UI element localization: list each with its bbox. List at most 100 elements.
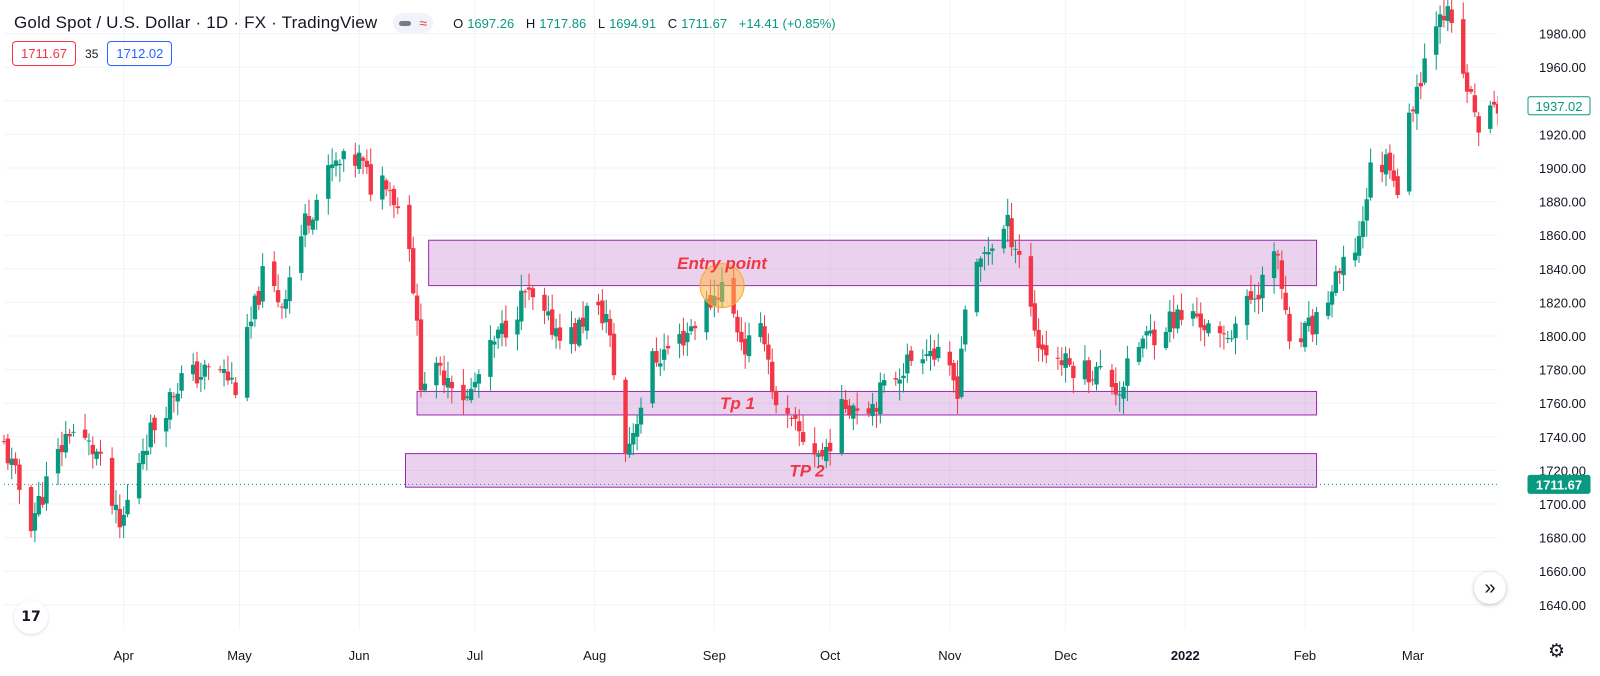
candle-body [1418, 83, 1423, 87]
candle-body [766, 344, 771, 360]
tradingview-logo-icon[interactable]: 17 [14, 600, 48, 634]
candle-body [353, 154, 358, 166]
candle-body [90, 444, 95, 455]
candle-body [82, 429, 88, 438]
candle-body [1434, 26, 1439, 55]
candle-body [658, 363, 663, 367]
candle-body [283, 299, 289, 309]
candle-body [638, 407, 644, 425]
candle-body [681, 330, 686, 346]
candle-body [314, 199, 319, 221]
candle-body [368, 164, 373, 195]
candle-body [63, 433, 68, 453]
candle-body [851, 405, 856, 419]
candle-body [746, 335, 752, 357]
candle-body [1017, 250, 1022, 255]
candle-body [492, 341, 497, 345]
candle-body [947, 351, 953, 366]
candle-body [959, 348, 964, 397]
candle-body [692, 325, 698, 329]
candle-body [1283, 292, 1288, 311]
price-tick-label: 1960.00 [1539, 60, 1586, 75]
candle-body [1, 441, 7, 443]
minus-icon [399, 20, 412, 26]
entry-point-marker [699, 263, 745, 309]
price-tick-label: 1780.00 [1539, 363, 1586, 378]
candle-body [1148, 330, 1153, 334]
candle-body [1217, 326, 1223, 334]
time-tick-label: Jul [467, 648, 484, 663]
candle-body [1314, 312, 1319, 335]
candle-body [1090, 379, 1095, 381]
candle-body [28, 487, 34, 532]
candle-body [820, 449, 825, 457]
zone-label: Tp 1 [720, 394, 755, 413]
candle-body [631, 433, 636, 445]
candle-body [1329, 291, 1335, 305]
candle-body [337, 163, 343, 166]
candle-body [1464, 72, 1470, 92]
candle-body [148, 422, 153, 448]
candle-body [1113, 383, 1119, 395]
candle-body [449, 381, 455, 389]
candle-body [1341, 256, 1346, 276]
double-chevron-right-icon[interactable]: » [1474, 572, 1506, 604]
candle-body [1005, 214, 1010, 227]
candle-body [32, 513, 38, 531]
candle-body [600, 300, 605, 324]
candle-body [341, 151, 346, 160]
symbol-title[interactable]: Gold Spot / U.S. Dollar · 1D · FX · Trad… [14, 13, 378, 32]
candle-body [198, 377, 204, 380]
sell-button[interactable]: 1711.67 [12, 41, 77, 66]
candle-body [824, 446, 829, 462]
price-tick-label: 1660.00 [1539, 564, 1586, 579]
candle-body [739, 331, 744, 343]
candle-body [59, 445, 65, 453]
candle-body [1476, 116, 1481, 133]
candle-body [152, 417, 157, 431]
candle-body [1233, 323, 1238, 339]
candle-body [607, 318, 613, 336]
price-tag-label: 1711.67 [1536, 477, 1582, 492]
candle-body [1086, 360, 1091, 383]
candle-body [897, 379, 902, 384]
candle-body [573, 322, 578, 344]
candle-body [1175, 309, 1180, 329]
candle-body [580, 317, 586, 327]
wave-icon: ≈ [419, 15, 428, 31]
candle-body [233, 382, 238, 396]
time-tick-label: 2022 [1171, 648, 1200, 663]
candle-body [990, 248, 995, 251]
candle-body [136, 463, 142, 499]
candle-body [1071, 365, 1076, 379]
candle-body [1298, 338, 1304, 343]
candle-body [735, 316, 740, 333]
candle-body [557, 327, 563, 341]
candle-body [1407, 112, 1412, 192]
candle-body [190, 364, 196, 375]
price-tick-label: 1640.00 [1539, 598, 1586, 613]
candle-body [36, 496, 41, 515]
candle-body [140, 450, 146, 465]
candle-body [1391, 170, 1396, 181]
candle-body [194, 361, 200, 384]
gear-icon[interactable]: ⚙ [1548, 641, 1566, 662]
candle-body [202, 364, 207, 377]
candle-body [252, 295, 258, 320]
candle-body [383, 180, 389, 190]
candle-body [584, 305, 590, 331]
candle-body [299, 236, 304, 273]
candle-body [360, 157, 366, 161]
price-tick-label: 1700.00 [1539, 497, 1586, 512]
candle-body [596, 301, 601, 306]
candle-body [1279, 260, 1285, 289]
buy-button[interactable]: 1712.02 [107, 41, 173, 66]
candle-body [1368, 162, 1373, 198]
candle-body [55, 448, 61, 474]
price-tag-label: 1937.02 [1536, 99, 1583, 114]
candle-body [272, 261, 277, 287]
candle-body [762, 326, 767, 345]
indicator-toggle[interactable]: ≈ [393, 13, 434, 33]
candle-body [909, 350, 914, 361]
